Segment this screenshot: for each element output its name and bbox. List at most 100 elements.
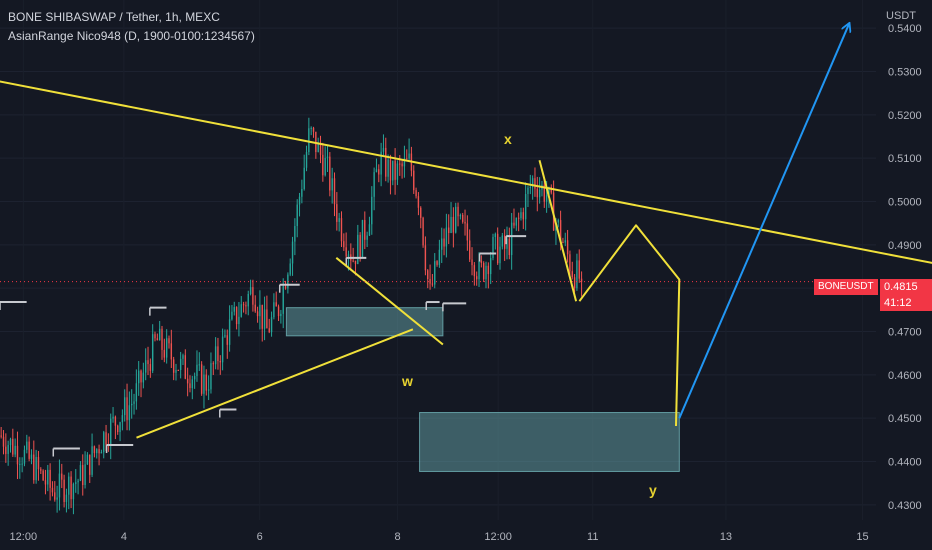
chart-title[interactable]: BONE SHIBASWAP / Tether, 1h, MEXC [8,10,220,24]
y-tick-label: 0.4500 [888,413,922,425]
trendline-support [136,328,414,439]
candle-body [520,212,522,219]
candle-body [569,254,571,272]
candle-body [242,304,245,306]
candle-body [566,240,569,255]
candle-body [98,449,100,454]
candle-body [545,195,548,202]
candle-body [429,279,431,284]
candle-body [317,142,319,153]
x-tick-label: 11 [587,531,598,543]
candle-body [37,457,40,470]
candle-body [315,131,317,153]
candle-body [121,415,124,423]
candle-body [128,405,131,421]
candle-body [462,214,464,222]
y-tick-label: 0.5100 [888,153,922,165]
grid [0,27,876,506]
candle-body [235,307,238,325]
candle-body [170,343,173,360]
candle-body [371,196,373,225]
candle-body [177,369,180,371]
candle-body [75,482,77,484]
indicator-legend[interactable]: AsianRange Nico948 (D, 1900-0100:1234567… [8,29,255,43]
candle-body [96,449,98,454]
candle-body [459,214,462,217]
y-tick-label: 0.5200 [888,110,922,122]
candle-body [82,465,84,485]
candle-body [198,364,201,366]
candle-body [282,286,284,314]
trendline-x-leg [538,160,578,302]
candle-body [576,260,578,289]
candle-body [375,169,378,173]
candle-body [413,170,415,191]
candle-body [289,263,291,275]
candle-body [263,309,266,329]
y-tick-label: 0.5300 [888,67,922,79]
candle-body [30,454,33,459]
candle-body [466,223,469,241]
candle-body [340,218,343,242]
candle-body [559,220,562,243]
candle-body [452,216,455,233]
candle-body [534,178,536,189]
candle-body [9,438,12,446]
candle-body [531,178,534,187]
candle-body [240,304,242,317]
candle-body [515,217,518,226]
x-tick-label: 15 [856,531,868,543]
candle-body [23,449,26,464]
candle-body [89,454,91,475]
candle-body [399,163,401,165]
candle-body [154,334,156,339]
candle-body [475,276,478,280]
candle-body [564,240,566,243]
candle-body [424,245,427,271]
candle-body [359,234,361,258]
candle-body [221,336,224,363]
candle-body [427,270,429,280]
candle-body [438,249,441,265]
candle-body [280,313,282,317]
candle-body [147,360,149,365]
candle-body [117,425,119,433]
candle-body [510,222,513,256]
candle-body [35,457,37,481]
candle-body [406,158,408,160]
candle-body [131,403,133,406]
candle-body [366,235,368,240]
candle-body [347,254,350,257]
candle-body [19,463,21,465]
candle-body [193,376,196,380]
candle-body [165,338,168,358]
candle-body [324,157,326,176]
x-tick-label: 12:00 [10,531,38,543]
candle-body [373,172,375,197]
candle-body [336,204,338,222]
candle-body [578,260,580,279]
candle-body [319,142,322,155]
candle-body [277,306,280,317]
candle-body [308,128,310,153]
candle-body [100,452,103,454]
candle-body [326,156,329,158]
trendline-arrow-target [678,24,849,419]
candle-body [508,238,511,256]
candle-body [26,441,28,450]
candle-body [124,397,126,416]
candle-body [403,158,406,167]
candle-body [357,234,359,265]
candle-body [28,441,30,459]
candle-body [54,492,56,500]
candle-body [51,487,54,493]
candle-body [172,359,175,373]
candle-body [112,416,114,419]
candle-body [261,304,263,329]
candle-body [270,317,273,333]
candle-body [214,346,217,365]
candle-body [44,480,47,485]
candle-body [191,379,194,389]
